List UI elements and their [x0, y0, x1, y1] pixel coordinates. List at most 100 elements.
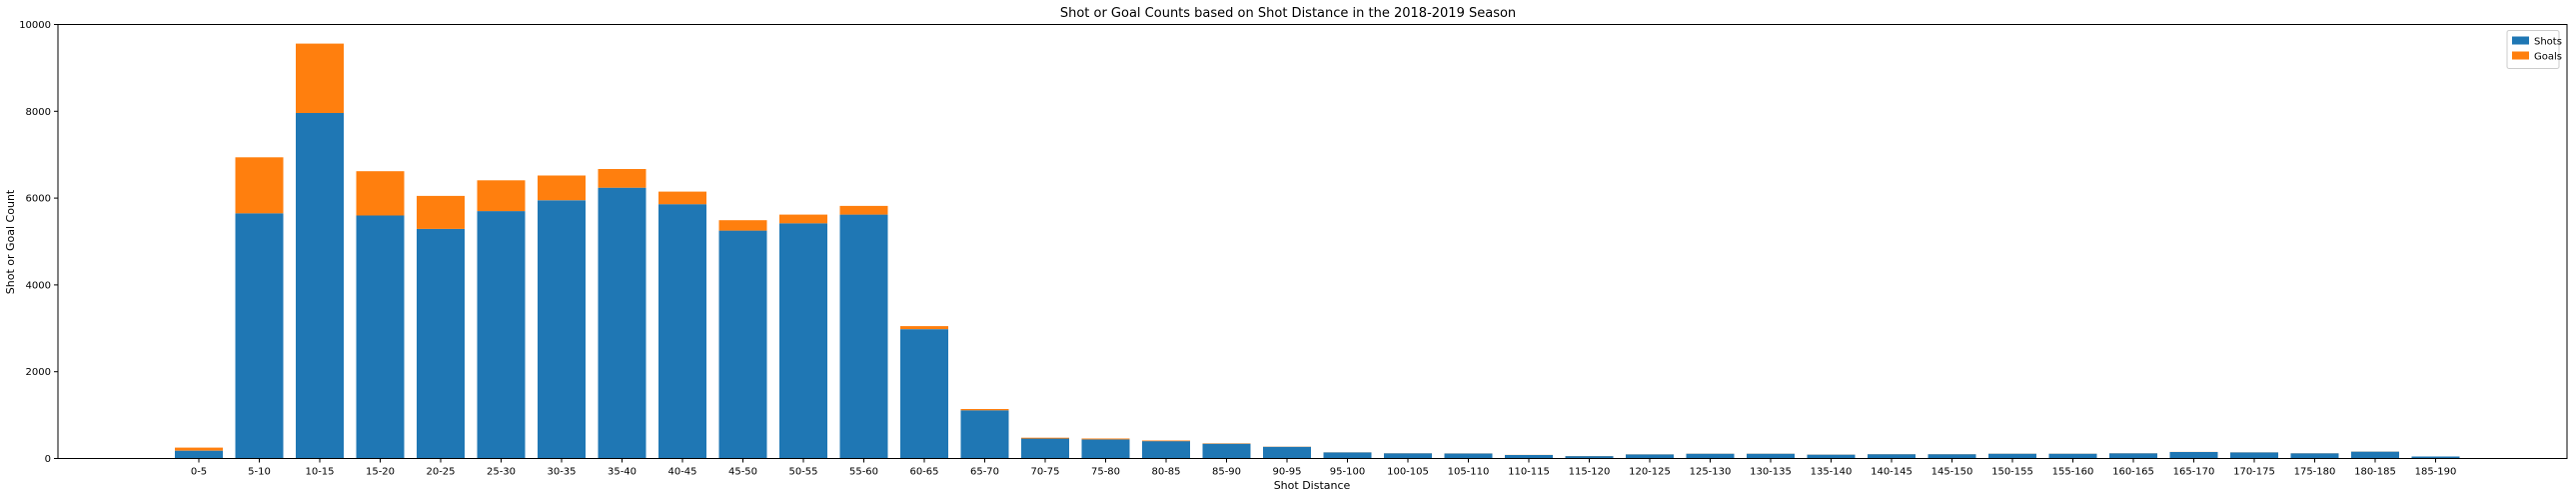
x-axis-label: Shot Distance	[1274, 479, 1351, 492]
bar-shots-90-95	[1263, 446, 1311, 459]
y-tick-label: 6000	[26, 194, 51, 205]
chart-title: Shot or Goal Counts based on Shot Distan…	[1060, 6, 1516, 21]
plot-bars	[175, 43, 2460, 459]
bar-goals-10-15	[296, 43, 344, 113]
bar-shots-20-25	[417, 228, 465, 459]
bar-shots-10-15	[296, 113, 344, 459]
bar-shots-75-80	[1081, 439, 1130, 459]
legend-swatch-goals	[2512, 51, 2529, 60]
x-tick-label: 15-20	[366, 467, 395, 478]
x-tick-label: 185-190	[2415, 467, 2457, 478]
bar-shots-180-185	[2351, 451, 2399, 459]
x-tick-label: 135-140	[1811, 467, 1853, 478]
y-tick-label: 0	[45, 454, 51, 465]
bar-shots-155-160	[2048, 453, 2097, 459]
bar-shots-175-180	[2290, 453, 2339, 459]
bar-shots-105-110	[1444, 453, 1493, 459]
bar-shots-40-45	[658, 204, 706, 459]
x-tick-label: 0-5	[191, 467, 207, 478]
bar-shots-150-155	[1988, 453, 2036, 459]
bar-shots-45-50	[718, 230, 767, 459]
x-tick-label: 110-115	[1508, 467, 1550, 478]
x-tick-label: 95-100	[1330, 467, 1365, 478]
x-tick-label: 10-15	[305, 467, 334, 478]
bar-goals-60-65	[900, 326, 948, 330]
x-tick-label: 5-10	[248, 467, 271, 478]
x-tick-label: 55-60	[849, 467, 878, 478]
x-tick-label: 165-170	[2173, 467, 2215, 478]
bar-goals-30-35	[538, 175, 586, 201]
x-tick-label: 105-110	[1448, 467, 1490, 478]
bar-shots-85-90	[1202, 443, 1251, 459]
bar-goals-40-45	[658, 191, 706, 205]
legend: Shots Goals	[2506, 30, 2562, 69]
bar-shots-35-40	[598, 187, 646, 459]
legend-swatch-shots	[2512, 36, 2529, 45]
y-tick-label: 10000	[19, 20, 51, 31]
x-tick-label: 115-120	[1569, 467, 1611, 478]
bar-shots-70-75	[1021, 438, 1069, 459]
bar-shots-15-20	[356, 215, 405, 459]
bar-goals-20-25	[417, 195, 465, 229]
y-axis: 0 2000 4000 6000 8000 10000	[19, 20, 58, 465]
bar-shots-135-140	[1807, 454, 1856, 459]
y-axis-label: Shot or Goal Count	[4, 189, 17, 294]
x-tick-label: 140-145	[1871, 467, 1913, 478]
x-tick-label: 45-50	[728, 467, 757, 478]
bar-shots-125-130	[1686, 453, 1735, 459]
x-tick-label: 85-90	[1212, 467, 1241, 478]
bar-shots-120-125	[1626, 454, 1674, 459]
bar-shots-25-30	[477, 211, 526, 459]
x-tick-label: 175-180	[2294, 467, 2336, 478]
x-tick-label: 145-150	[1932, 467, 1973, 478]
bar-goals-35-40	[598, 169, 646, 188]
x-tick-label: 125-130	[1690, 467, 1732, 478]
bar-shots-170-175	[2230, 452, 2278, 459]
bar-shots-110-115	[1505, 455, 1553, 459]
y-tick-label: 4000	[26, 280, 51, 291]
x-tick-label: 150-155	[1991, 467, 2033, 478]
x-tick-label: 170-175	[2233, 467, 2275, 478]
x-tick-label: 65-70	[970, 467, 999, 478]
x-tick-label: 75-80	[1091, 467, 1120, 478]
bar-shots-0-5	[175, 450, 223, 459]
x-tick-label: 30-35	[547, 467, 576, 478]
x-tick-label: 120-125	[1629, 467, 1671, 478]
x-tick-label: 25-30	[487, 467, 516, 478]
x-tick-label: 20-25	[426, 467, 455, 478]
bar-shots-160-165	[2109, 453, 2157, 459]
legend-label-goals: Goals	[2534, 52, 2562, 63]
x-tick-label: 40-45	[667, 467, 696, 478]
bar-shots-60-65	[900, 329, 948, 459]
x-tick-label: 100-105	[1387, 467, 1429, 478]
bar-shots-140-145	[1868, 454, 1916, 459]
bar-goals-75-80	[1081, 438, 1130, 440]
x-tick-label: 80-85	[1151, 467, 1180, 478]
bar-goals-65-70	[960, 409, 1009, 411]
bar-shots-100-105	[1384, 453, 1432, 459]
plot-frame	[57, 24, 2568, 459]
x-axis: 0-5 5-10 10-15 15-20 20-25 25-30 30-35 35-40 40-…	[191, 458, 2457, 478]
bar-shots-145-150	[1928, 454, 1976, 459]
y-tick-label: 2000	[26, 367, 51, 378]
bar-shots-115-120	[1565, 456, 1614, 459]
bar-shots-55-60	[839, 214, 888, 459]
bar-goals-5-10	[235, 157, 284, 214]
bar-shots-95-100	[1323, 452, 1372, 459]
bar-shots-65-70	[960, 410, 1009, 459]
bar-goals-50-55	[779, 214, 827, 224]
bar-goals-25-30	[477, 180, 526, 212]
x-tick-label: 60-65	[909, 467, 938, 478]
bar-shots-5-10	[235, 213, 284, 459]
bar-shots-130-135	[1747, 453, 1795, 459]
x-tick-label: 160-165	[2112, 467, 2154, 478]
x-tick-label: 70-75	[1030, 467, 1059, 478]
bar-goals-80-85	[1142, 440, 1190, 442]
bar-goals-70-75	[1021, 437, 1069, 439]
legend-label-shots: Shots	[2534, 37, 2562, 48]
bar-shots-165-170	[2169, 452, 2218, 459]
bar-goals-55-60	[839, 205, 888, 215]
bar-goals-15-20	[356, 171, 405, 216]
bar-shots-185-190	[2411, 456, 2460, 459]
